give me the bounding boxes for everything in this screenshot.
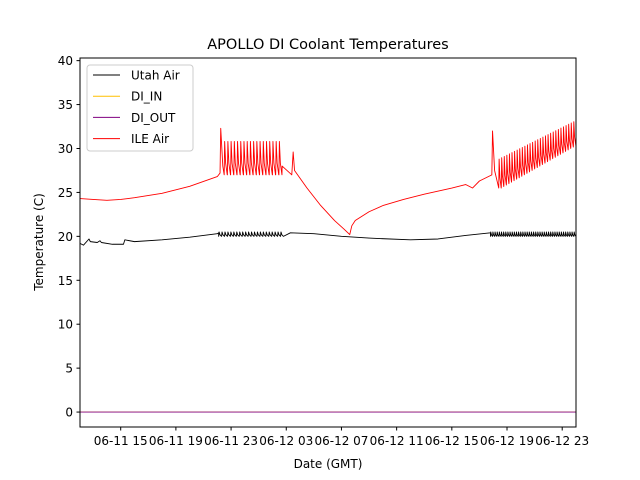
legend-label: DI_OUT — [131, 111, 176, 125]
x-tick-label: 06-12 11 — [370, 434, 424, 448]
y-axis-label: Temperature (C) — [32, 193, 46, 292]
y-tick-label: 35 — [58, 98, 73, 112]
x-tick-label: 06-12 15 — [425, 434, 479, 448]
y-tick-label: 40 — [58, 54, 73, 68]
legend-label: Utah Air — [131, 69, 180, 83]
y-tick-label: 20 — [58, 230, 73, 244]
y-tick-label: 5 — [65, 362, 73, 376]
x-tick-label: 06-11 19 — [149, 434, 203, 448]
series-line-ile-air — [80, 121, 576, 236]
x-tick-label: 06-11 23 — [204, 434, 258, 448]
x-tick-label: 06-12 23 — [535, 434, 589, 448]
legend-box — [86, 64, 194, 152]
legend-label: ILE Air — [131, 132, 169, 146]
x-axis: 06-11 15 06-11 19 06-11 23 06-12 03 06-12 07… — [94, 427, 589, 448]
y-tick-label: 15 — [58, 274, 73, 288]
series-layer — [80, 121, 576, 413]
y-tick-label: 25 — [58, 186, 73, 200]
x-tick-label: 06-11 15 — [94, 434, 148, 448]
plot-frame — [79, 57, 577, 428]
legend-label: DI_IN — [131, 90, 162, 104]
x-tick-label: 06-12 19 — [480, 434, 534, 448]
legend: Utah Air DI_IN DI_OUT ILE Air — [86, 64, 194, 152]
x-tick-label: 06-12 07 — [314, 434, 368, 448]
y-axis: 0 5 10 15 20 25 30 35 40 — [58, 54, 80, 420]
x-axis-label: Date (GMT) — [294, 457, 363, 471]
series-line-utah-air — [80, 231, 576, 246]
y-tick-label: 10 — [58, 318, 73, 332]
y-tick-label: 0 — [65, 406, 73, 420]
y-tick-label: 30 — [58, 142, 73, 156]
x-tick-label: 06-12 03 — [259, 434, 313, 448]
chart-title: APOLLO DI Coolant Temperatures — [207, 37, 448, 53]
